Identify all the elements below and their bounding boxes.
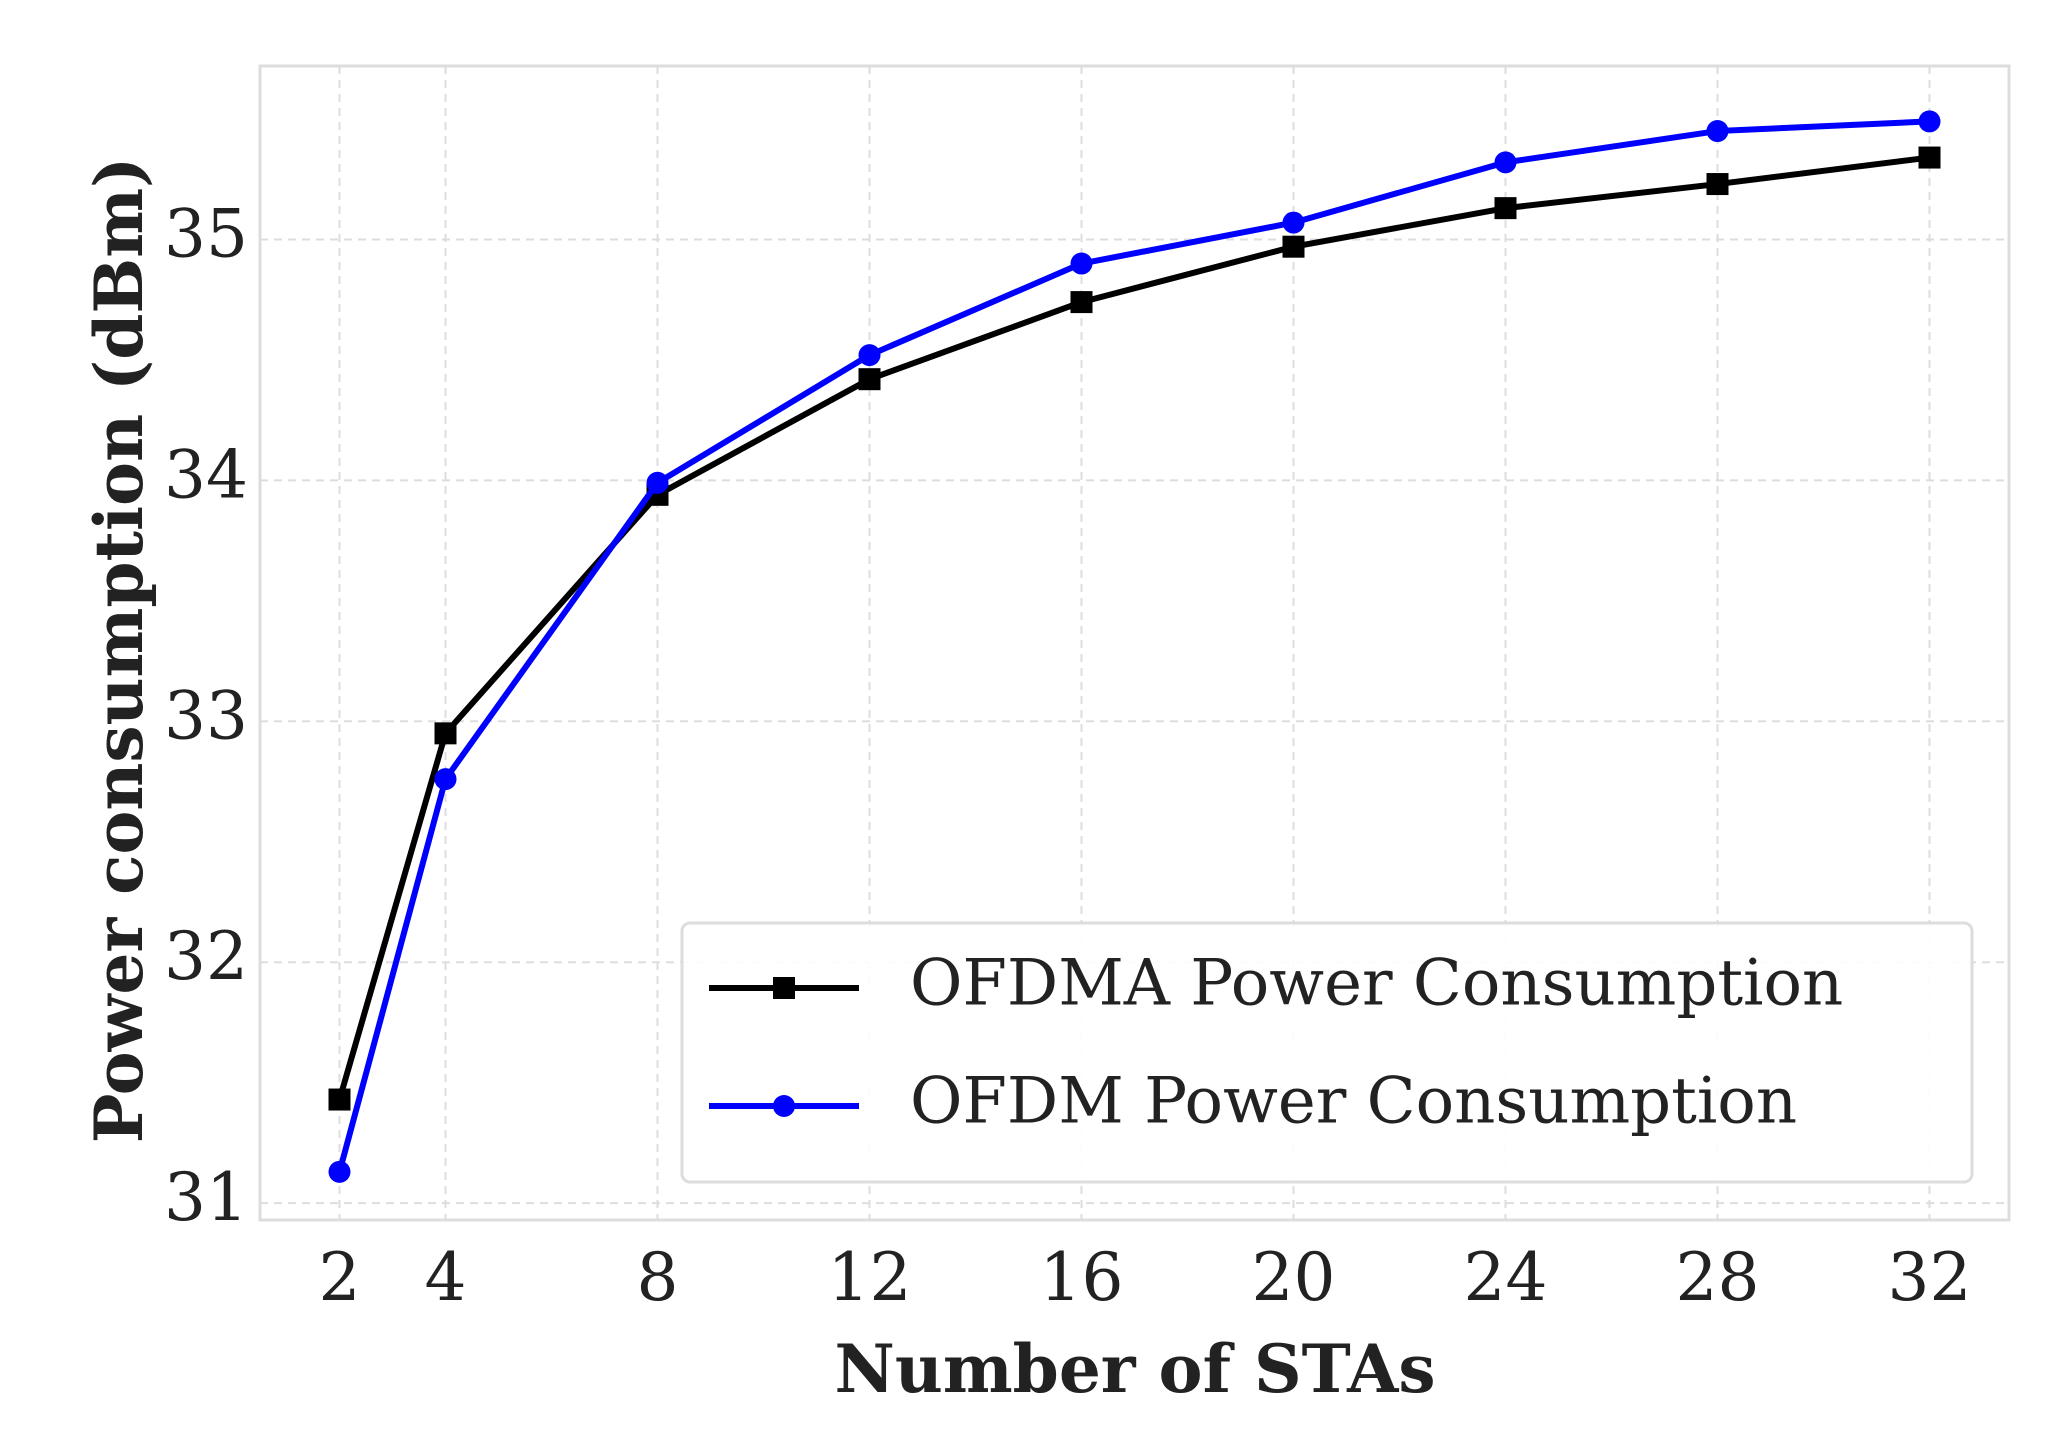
marker (1918, 146, 1941, 169)
x-axis-label: Number of STAs (835, 1330, 1436, 1408)
marker (646, 471, 669, 494)
y-tick-label: 31 (164, 1159, 248, 1236)
marker (1282, 211, 1305, 234)
x-tick-label: 24 (1464, 1239, 1548, 1316)
x-tick-label: 12 (828, 1239, 912, 1316)
marker (328, 1088, 351, 1111)
marker (434, 768, 457, 791)
marker (1706, 173, 1729, 196)
x-tick-label: 8 (637, 1239, 679, 1316)
y-tick-label: 35 (164, 195, 248, 272)
legend-label: OFDM Power Consumption (910, 1065, 1797, 1139)
legend-box (680, 921, 1974, 1184)
y-tick-label: 32 (164, 918, 248, 995)
marker (1070, 291, 1093, 314)
y-axis-label: Power consumption (dBm) (80, 157, 158, 1144)
y-tick-label: 33 (164, 677, 248, 754)
legend-label: OFDMA Power Consumption (910, 947, 1843, 1021)
marker (858, 344, 881, 367)
x-tick-label: 4 (425, 1239, 467, 1316)
x-tick-label: 20 (1252, 1239, 1336, 1316)
marker (1494, 197, 1517, 220)
marker (1494, 151, 1517, 174)
x-tick-label: 32 (1888, 1239, 1972, 1316)
marker (328, 1160, 351, 1183)
x-tick-label: 16 (1040, 1239, 1124, 1316)
marker (773, 977, 795, 999)
marker (1282, 235, 1305, 258)
y-tick-label: 34 (164, 436, 248, 513)
marker (858, 368, 881, 391)
x-tick-label: 28 (1676, 1239, 1760, 1316)
marker (434, 722, 457, 745)
marker (773, 1095, 795, 1117)
x-tick-label: 2 (319, 1239, 361, 1316)
marker (1918, 110, 1941, 133)
marker (1070, 252, 1093, 275)
marker (1706, 120, 1729, 143)
